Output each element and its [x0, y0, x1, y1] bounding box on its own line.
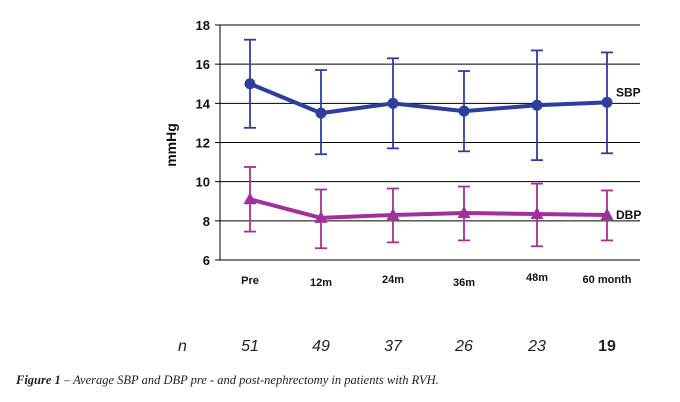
data-point — [531, 99, 543, 111]
y-tick-label: 18 — [196, 18, 210, 33]
x-tick-label: 12m — [310, 277, 332, 289]
series-dbp: DBP — [243, 166, 641, 250]
series-label: SBP — [616, 85, 641, 99]
y-axis: 6 8 10 12 14 16 18 — [196, 18, 221, 268]
n-value: 26 — [455, 338, 473, 355]
data-point — [600, 207, 614, 220]
n-value: 37 — [384, 338, 402, 355]
data-point — [458, 105, 470, 117]
data-point — [387, 97, 399, 109]
series-sbp: SBP — [244, 38, 641, 162]
x-tick-label: 36m — [453, 277, 475, 289]
data-point — [386, 207, 400, 220]
x-tick-label: 48m — [526, 272, 548, 284]
data-point — [601, 96, 613, 108]
series-label: DBP — [616, 208, 641, 222]
figure-caption: Figure 1 – Average SBP and DBP pre - and… — [16, 373, 666, 388]
data-point — [314, 210, 328, 223]
y-tick-label: 16 — [196, 57, 210, 72]
x-tick-label: Pre — [241, 275, 259, 287]
figure-caption-text: – Average SBP and DBP pre - and post-nep… — [60, 373, 439, 387]
y-tick-label: 12 — [196, 136, 210, 151]
series-line — [249, 197, 608, 220]
y-tick-label: 8 — [203, 214, 210, 229]
gridlines — [220, 24, 640, 261]
x-tick-labels: Pre 12m 24m 36m 48m 60 month — [241, 272, 632, 289]
n-value: 49 — [312, 338, 330, 355]
y-tick-label: 6 — [203, 253, 210, 268]
series-line — [249, 81, 608, 116]
n-row-label: n — [178, 338, 187, 355]
y-axis-label: mmHg — [163, 123, 179, 167]
figure-caption-label: Figure 1 — [16, 373, 61, 387]
x-tick-label: 24m — [382, 274, 404, 286]
n-value: 23 — [528, 338, 546, 355]
data-point — [530, 206, 544, 219]
data-point — [243, 192, 257, 205]
n-row: n 51 49 37 26 23 19 — [0, 338, 680, 360]
y-tick-label: 14 — [196, 96, 211, 111]
data-point — [315, 107, 327, 119]
data-point — [244, 78, 256, 90]
x-tick-label: 60 month — [583, 274, 632, 286]
n-value: 19 — [598, 338, 616, 355]
data-point — [457, 206, 471, 218]
series-layer: SBP DBP — [243, 38, 641, 250]
y-tick-label: 10 — [196, 175, 210, 190]
n-value: 51 — [241, 338, 259, 355]
